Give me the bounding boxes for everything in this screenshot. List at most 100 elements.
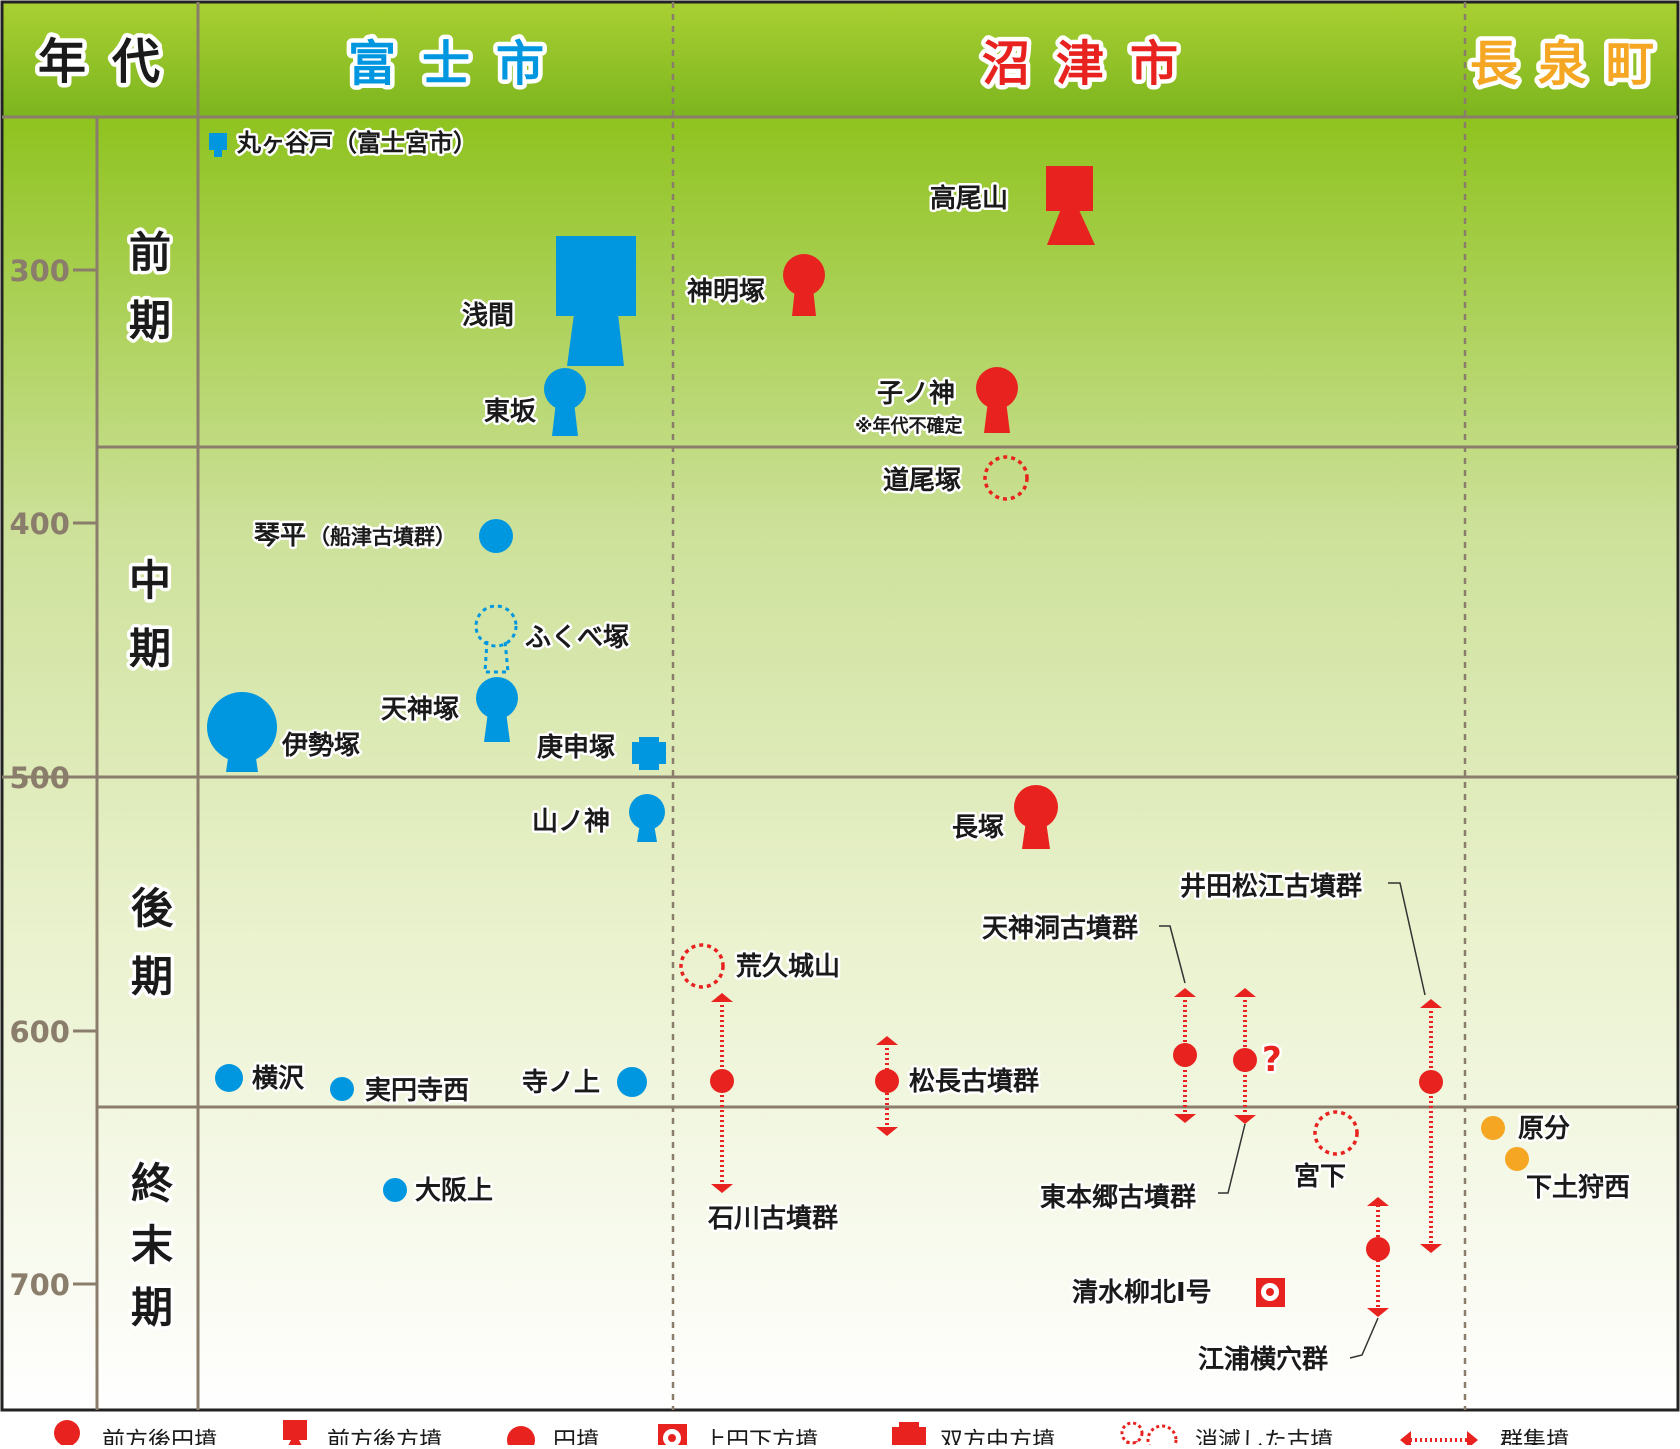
label-tenjinbora: 天神洞古墳群 <box>982 914 1138 944</box>
header-titles: 年代 富士市 沼津市 長泉町 <box>34 30 1674 97</box>
osakaue-mound-icon <box>383 1178 407 1202</box>
higashisaka-mound-front-icon <box>552 402 578 436</box>
kotohira-mound-icon <box>479 519 513 553</box>
group-burial-ranges <box>711 988 1442 1317</box>
arakujoyama-destroyed-icon <box>679 943 725 989</box>
year-600: 600 <box>9 1015 70 1049</box>
label-nenokami: 子ノ神 <box>877 379 955 409</box>
label-shinmeizuka: 神明塚 <box>687 277 765 307</box>
label-marugayado: 丸ヶ谷戸（富士宮市） <box>236 129 477 157</box>
yamanokami-mound-front-icon <box>637 824 657 842</box>
period-early-2: 期 <box>129 296 171 345</box>
marugayado-mound-front-icon <box>214 148 222 157</box>
isezuka-mound-icon <box>207 692 277 762</box>
tenjinzuka-mound-icon <box>476 677 518 719</box>
teranoue-mound-icon <box>617 1067 647 1097</box>
eura-range-arrow <box>1367 1197 1389 1317</box>
shimizu-mound-icon <box>1256 1278 1285 1307</box>
period-middle-1: 中 <box>129 556 171 605</box>
label-shimizu: 清水柳北Ⅰ号 <box>1072 1278 1212 1308</box>
shinmeizuka-mound-icon <box>783 254 825 296</box>
legend-zenpo-koho-icon <box>283 1420 307 1449</box>
harabun-mound-icon <box>1481 1116 1505 1140</box>
nenokami-mound-icon <box>976 367 1018 409</box>
year-400: 400 <box>9 507 70 541</box>
shimotogari-mound-icon <box>1505 1147 1529 1171</box>
legend-enpun-label: 円墳 <box>553 1428 599 1445</box>
dobizuka-destroyed-icon <box>983 455 1029 501</box>
legend-zenpo-koen-icon <box>54 1420 80 1449</box>
legend-soho-chuho-label: 双方中方墳 <box>940 1428 1055 1445</box>
label-nagazuka: 長塚 <box>952 813 1004 843</box>
period-late-1: 後 <box>131 884 174 933</box>
label-eura: 江浦横穴群 <box>1198 1344 1328 1375</box>
tenjinzuka-mound-front-icon <box>484 712 510 742</box>
label-takaoyama: 高尾山 <box>930 183 1008 214</box>
label-harabun: 原分 <box>1518 1114 1570 1144</box>
label-matsunaga: 松長古墳群 <box>909 1067 1039 1097</box>
period-early-1: 前 <box>129 228 171 277</box>
year-300: 300 <box>9 254 70 288</box>
label-teranoue: 寺ノ上 <box>522 1068 600 1098</box>
label-higashisaka: 東坂 <box>484 397 537 427</box>
legend-labels: 前方後円墳 前方後方墳 円墳 上円下方墳 双方中方墳 消滅した古墳 群集墳 <box>102 1428 1569 1449</box>
year-labels: 300 400 500 600 700 <box>9 254 70 1302</box>
matsunaga-range-arrow <box>876 1036 898 1136</box>
takaoyama-mound-front-icon <box>1047 188 1095 245</box>
legend-zenpo-koho-label: 前方後方墳 <box>327 1428 442 1445</box>
period-late-2: 期 <box>131 952 173 1001</box>
legend-gunshu-icon <box>1400 1431 1478 1449</box>
label-isezuka: 伊勢塚 <box>281 731 360 761</box>
legend: 前方後円墳 前方後方墳 円墳 上円下方墳 双方中方墳 消滅した古墳 群集墳 <box>54 1420 1569 1449</box>
tenjinbora-range-arrow <box>1174 988 1196 1123</box>
grid-lines <box>2 2 1678 1410</box>
jitsuenjinishi-mound-icon <box>330 1077 354 1101</box>
header-era: 年代 <box>38 34 186 90</box>
year-700: 700 <box>9 1268 70 1302</box>
label-yamanokami: 山ノ神 <box>532 807 610 837</box>
legend-shometsu-icon <box>1120 1421 1178 1449</box>
nenokami-mound-front-icon <box>984 401 1010 433</box>
legend-enpun-icon <box>507 1426 535 1449</box>
yamanokami-mound-icon <box>629 794 665 830</box>
legend-shometsu-label: 消滅した古墳 <box>1195 1428 1333 1445</box>
period-final-3: 期 <box>131 1283 173 1332</box>
legend-joen-kaho-icon <box>658 1424 687 1449</box>
koshinzuka-mound-arms-icon <box>632 742 666 764</box>
period-middle-2: 期 <box>129 624 171 673</box>
miyashita-destroyed-icon <box>1313 1110 1359 1156</box>
label-dobizuka: 道尾塚 <box>883 465 961 496</box>
legend-soho-chuho-icon <box>892 1422 926 1449</box>
ishikawa-range-arrow <box>711 993 733 1193</box>
legend-gunshu-label: 群集墳 <box>1500 1428 1569 1445</box>
chart-body <box>2 117 1678 1410</box>
label-osakaue: 大阪上 <box>415 1176 493 1206</box>
label-higashihongo: 東本郷古墳群 <box>1040 1183 1196 1213</box>
leader-lines <box>1159 882 1426 1359</box>
label-kotohira-group: （船津古墳群） <box>309 525 456 549</box>
nagazuka-mound-icon <box>1014 785 1058 829</box>
year-ticks <box>73 268 97 1286</box>
label-fukubezuka: ふくべ塚 <box>525 623 629 653</box>
yokosawa-mound-icon <box>215 1064 243 1092</box>
label-jitsuenjinishi: 実円寺西 <box>365 1075 469 1106</box>
legend-zenpo-koen-label: 前方後円墳 <box>102 1428 217 1445</box>
label-tenjinzuka: 天神塚 <box>381 695 459 725</box>
nagazuka-mound-front-icon <box>1022 821 1050 849</box>
matsunaga-mound-icon <box>875 1069 899 1093</box>
higashisaka-mound-icon <box>544 368 586 410</box>
chart-frame <box>0 0 1680 1412</box>
isezuka-mound-front-icon <box>226 758 258 772</box>
legend-joen-kaho-label: 上円下方墳 <box>703 1428 818 1445</box>
fuji-mounds <box>207 133 666 1202</box>
label-nenokami-note: ※年代不確定 <box>855 415 963 437</box>
header-nagaizumi: 長泉町 <box>1470 36 1674 92</box>
eura-mound-icon <box>1366 1237 1390 1261</box>
year-500: 500 <box>9 761 70 795</box>
label-kotohira: 琴平 <box>254 521 306 551</box>
header-fuji: 富士市 <box>348 36 570 92</box>
sengen-mound-front-icon <box>567 314 624 366</box>
label-ishikawa: 石川古墳群 <box>707 1204 838 1234</box>
